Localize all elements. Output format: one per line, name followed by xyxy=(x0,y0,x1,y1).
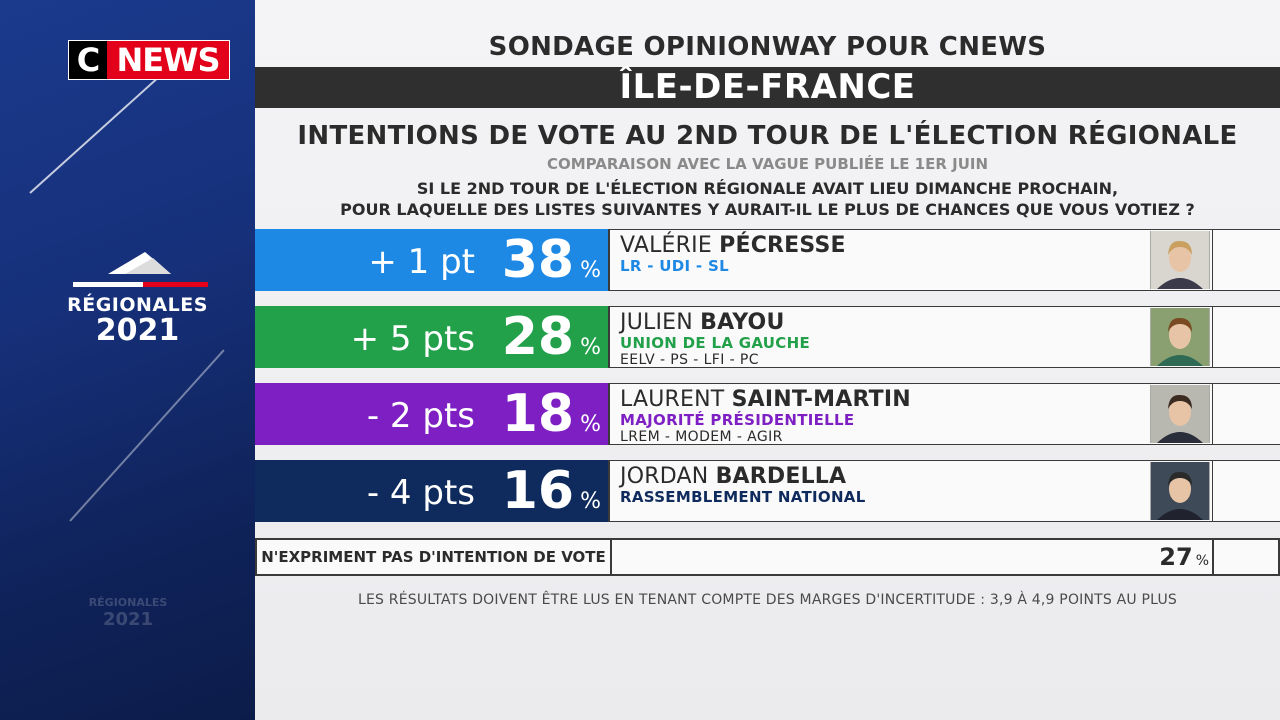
result-bar: - 4 pts 16% xyxy=(255,460,608,522)
candidate-photo xyxy=(1150,385,1210,443)
percent-number: 28 xyxy=(501,307,575,367)
main-panel: SONDAGE OPINIONWAY POUR CNEWS ÎLE-DE-FRA… xyxy=(255,0,1280,720)
ghost-title: RÉGIONALES xyxy=(88,596,168,609)
region-title: ÎLE-DE-FRANCE xyxy=(255,67,1280,108)
candidate-first-name: JULIEN xyxy=(620,310,693,335)
candidate-last-name: SAINT-MARTIN xyxy=(731,387,911,412)
percent-number: 18 xyxy=(501,384,575,444)
row-separator xyxy=(1212,461,1213,521)
candidate-name: VALÉRIE PÉCRESSE xyxy=(620,233,846,258)
candidate-last-name: PÉCRESSE xyxy=(719,233,846,258)
percent-sign: % xyxy=(580,335,601,360)
candidate-last-name: BAYOU xyxy=(700,310,785,335)
percent-value: 18% xyxy=(475,383,601,445)
candidate-name: JORDAN BARDELLA xyxy=(620,464,846,489)
ghost-year: 2021 xyxy=(102,609,154,630)
candidate-name: LAURENT SAINT-MARTIN xyxy=(620,387,911,412)
light-streak xyxy=(29,78,158,194)
regionales-badge: RÉGIONALES 2021 xyxy=(60,248,215,346)
abstention-separator xyxy=(1212,540,1214,574)
result-bar: - 2 pts 18% xyxy=(255,383,608,445)
percent-number: 38 xyxy=(501,230,575,290)
delta-label: + 1 pt xyxy=(368,242,475,282)
percent-sign: % xyxy=(580,258,601,283)
question-title: INTENTIONS DE VOTE AU 2ND TOUR DE L'ÉLEC… xyxy=(297,121,1238,151)
party-label: RASSEMBLEMENT NATIONAL xyxy=(620,488,866,506)
light-streak xyxy=(69,349,225,522)
candidate-first-name: VALÉRIE xyxy=(620,233,712,258)
poll-source: SONDAGE OPINIONWAY POUR CNEWS xyxy=(488,32,1047,62)
delta-label: + 5 pts xyxy=(350,319,475,359)
party-label: MAJORITÉ PRÉSIDENTIELLE xyxy=(620,411,855,429)
ballot-icon xyxy=(72,252,208,287)
question-text: SI LE 2ND TOUR DE L'ÉLECTION RÉGIONALE A… xyxy=(255,178,1280,220)
event-year: 2021 xyxy=(95,313,180,348)
result-bar: + 1 pt 38% xyxy=(255,229,608,291)
delta-label: - 4 pts xyxy=(366,473,475,513)
candidate-info: LAURENT SAINT-MARTIN MAJORITÉ PRÉSIDENTIE… xyxy=(608,383,1280,445)
result-bar: + 5 pts 28% xyxy=(255,306,608,368)
candidate-photo xyxy=(1150,231,1210,289)
abstention-value: 27% xyxy=(1117,540,1209,574)
candidate-photo xyxy=(1150,308,1210,366)
candidate-row: - 2 pts 18% LAURENT SAINT-MARTIN MAJORITÉ P… xyxy=(255,383,1280,445)
candidate-row: + 5 pts 28% JULIEN BAYOU UNION DE LA GAUCHE… xyxy=(255,306,1280,368)
candidate-info: JORDAN BARDELLA RASSEMBLEMENT NATIONAL xyxy=(608,460,1280,522)
candidate-name: JULIEN BAYOU xyxy=(620,310,785,335)
logo-news: NEWS xyxy=(107,41,229,79)
candidate-row: - 4 pts 16% JORDAN BARDELLA RASSEMBLEMENT N… xyxy=(255,460,1280,522)
row-separator xyxy=(1212,384,1213,444)
percent-number: 16 xyxy=(501,461,575,521)
party-members: LREM - MODEM - AGIR xyxy=(620,429,783,445)
party-label: LR - UDI - SL xyxy=(620,257,729,275)
abstention-number: 27 xyxy=(1159,543,1193,571)
abstention-row: N'EXPRIMENT PAS D'INTENTION DE VOTE 27% xyxy=(255,538,1280,576)
candidate-row: + 1 pt 38% VALÉRIE PÉCRESSE LR - UDI - SL xyxy=(255,229,1280,291)
percent-value: 38% xyxy=(475,229,601,291)
question-line-2: POUR LAQUELLE DES LISTES SUIVANTES Y AUR… xyxy=(340,200,1195,219)
party-label: UNION DE LA GAUCHE xyxy=(620,334,810,352)
question-line-1: SI LE 2ND TOUR DE L'ÉLECTION RÉGIONALE A… xyxy=(416,179,1119,198)
party-members: EELV - PS - LFI - PC xyxy=(620,352,759,368)
candidate-last-name: BARDELLA xyxy=(715,464,847,489)
event-title: RÉGIONALES xyxy=(67,294,208,316)
logo-c: C xyxy=(69,41,107,79)
candidate-photo xyxy=(1150,462,1210,520)
candidate-first-name: JORDAN xyxy=(620,464,709,489)
candidate-info: VALÉRIE PÉCRESSE LR - UDI - SL xyxy=(608,229,1280,291)
delta-label: - 2 pts xyxy=(366,396,475,436)
side-panel: C NEWS RÉGIONALES 2021 RÉGIONALES 2021 xyxy=(0,0,255,720)
percent-sign: % xyxy=(580,412,601,437)
percent-value: 28% xyxy=(475,306,601,368)
cnews-logo: C NEWS xyxy=(68,40,230,80)
comparison-note: COMPARAISON AVEC LA VAGUE PUBLIÉE LE 1ER… xyxy=(546,155,989,173)
row-separator xyxy=(1212,307,1213,367)
percent-sign: % xyxy=(580,489,601,514)
abstention-label: N'EXPRIMENT PAS D'INTENTION DE VOTE xyxy=(257,540,612,574)
ghost-logo: RÉGIONALES 2021 xyxy=(88,596,168,630)
percent-sign: % xyxy=(1195,553,1209,569)
candidate-info: JULIEN BAYOU UNION DE LA GAUCHE EELV - PS … xyxy=(608,306,1280,368)
percent-value: 16% xyxy=(475,460,601,522)
footnote: LES RÉSULTATS DOIVENT ÊTRE LUS EN TENANT… xyxy=(357,592,1178,608)
candidate-first-name: LAURENT xyxy=(620,387,725,412)
row-separator xyxy=(1212,230,1213,290)
